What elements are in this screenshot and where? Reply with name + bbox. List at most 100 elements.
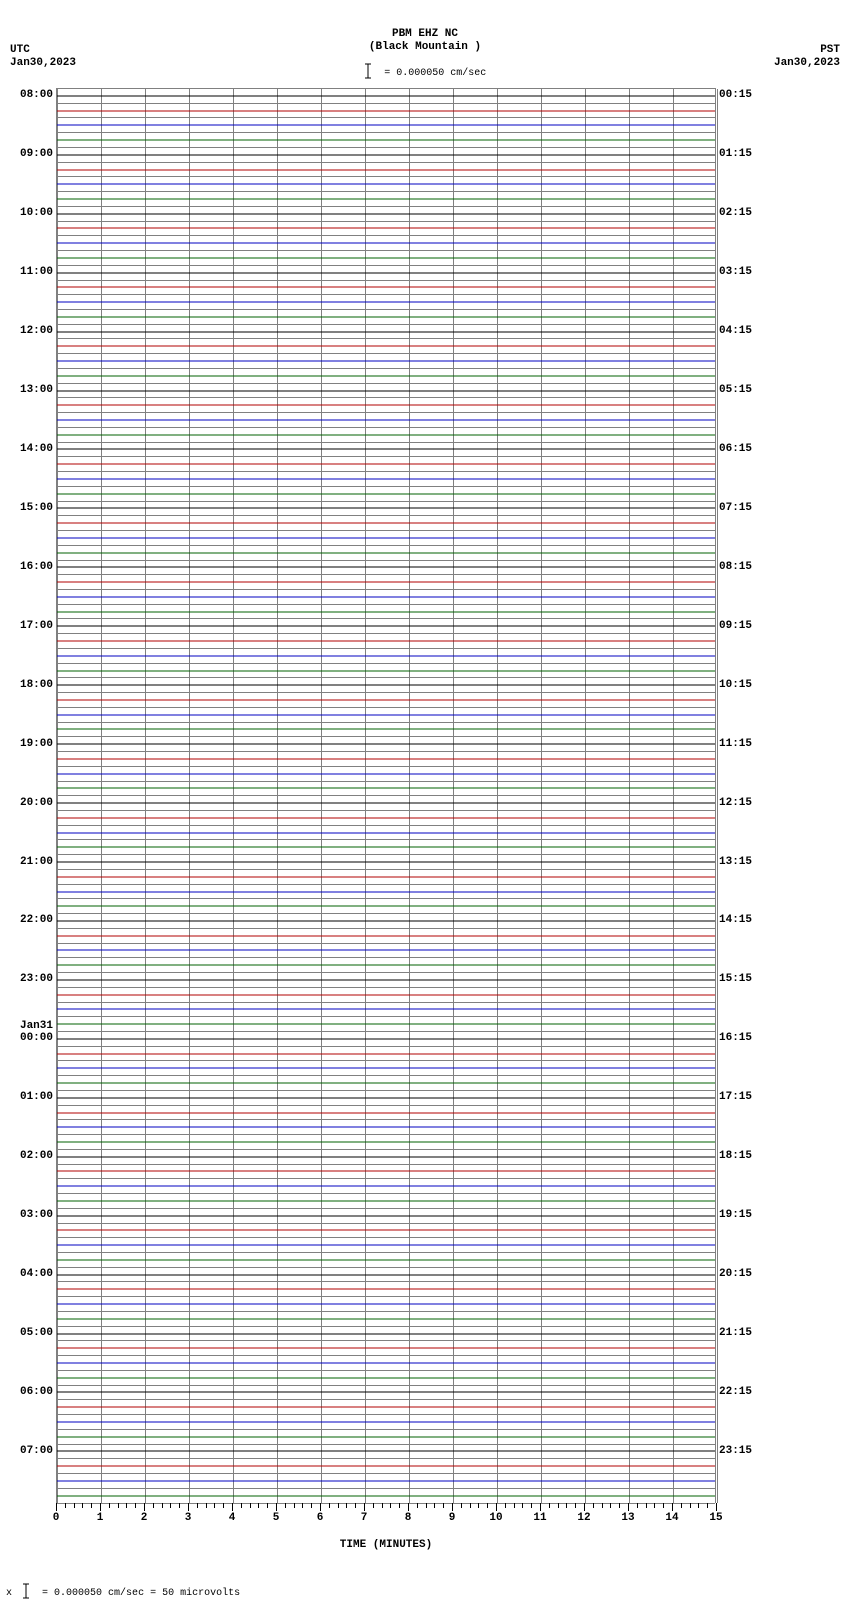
pst-time-label: 17:15 (715, 1091, 752, 1103)
x-tick-minor (267, 1503, 268, 1508)
pst-time-label: 16:15 (715, 1032, 752, 1044)
trace-row (57, 664, 715, 679)
seismic-trace (57, 361, 715, 362)
utc-time-label: 11:00 (20, 266, 57, 278)
seismic-trace (57, 449, 715, 450)
x-tick-minor (505, 1503, 506, 1508)
x-axis-ticks: 0123456789101112131415 (56, 1503, 716, 1517)
trace-row: 19:0011:15 (57, 737, 715, 752)
footer-scale-bar-icon (22, 1583, 30, 1603)
trace-row: 10:0002:15 (57, 207, 715, 222)
trace-row (57, 590, 715, 605)
x-tick-minor (487, 1503, 488, 1508)
seismic-trace (57, 169, 715, 170)
trace-row (57, 428, 715, 443)
trace-row (57, 1312, 715, 1327)
utc-time-label: 06:00 (20, 1386, 57, 1398)
x-tick-minor (82, 1503, 83, 1508)
x-tick-label: 14 (665, 1512, 678, 1524)
trace-row (57, 870, 715, 885)
trace-row (57, 104, 715, 119)
footer-prefix: x (6, 1588, 12, 1599)
trace-row (57, 118, 715, 133)
trace-row (57, 840, 715, 855)
seismic-trace (57, 1186, 715, 1187)
x-tick-minor (302, 1503, 303, 1508)
x-tick-label: 8 (405, 1512, 412, 1524)
pst-time-label: 03:15 (715, 266, 752, 278)
x-tick-minor (355, 1503, 356, 1508)
x-tick-minor (118, 1503, 119, 1508)
x-tick-minor (654, 1503, 655, 1508)
x-tick-minor (619, 1503, 620, 1508)
pst-time-label: 04:15 (715, 325, 752, 337)
trace-row (57, 826, 715, 841)
trace-row (57, 457, 715, 472)
pst-label: PST (820, 44, 840, 56)
utc-time-label: 14:00 (20, 443, 57, 455)
pst-time-label: 09:15 (715, 620, 752, 632)
seismic-trace (57, 537, 715, 538)
seismic-trace (57, 1097, 715, 1098)
seismic-trace (57, 493, 715, 494)
station-title: PBM EHZ NC (0, 28, 850, 41)
seismic-trace (57, 125, 715, 126)
seismic-trace (57, 685, 715, 686)
seismic-trace (57, 1451, 715, 1452)
x-tick-minor (294, 1503, 295, 1508)
x-tick-minor (135, 1503, 136, 1508)
pst-time-label: 13:15 (715, 856, 752, 868)
trace-row (57, 1179, 715, 1194)
trace-row: 09:0001:15 (57, 148, 715, 163)
footer-text: = 0.000050 cm/sec = 50 microvolts (42, 1588, 240, 1599)
x-tick-minor (602, 1503, 603, 1508)
trace-row (57, 693, 715, 708)
trace-row (57, 634, 715, 649)
pst-time-label: 06:15 (715, 443, 752, 455)
trace-row (57, 988, 715, 1003)
x-tick-minor (373, 1503, 374, 1508)
seismic-trace (57, 375, 715, 376)
x-tick-label: 12 (577, 1512, 590, 1524)
pst-time-label: 23:15 (715, 1445, 752, 1457)
utc-time-label: 04:00 (20, 1268, 57, 1280)
seismic-trace (57, 744, 715, 745)
x-tick-major (56, 1503, 57, 1511)
pst-time-label: 08:15 (715, 561, 752, 573)
x-tick-minor (65, 1503, 66, 1508)
x-tick-minor (434, 1503, 435, 1508)
pst-time-label: 14:15 (715, 914, 752, 926)
trace-row (57, 1341, 715, 1356)
x-tick-major (144, 1503, 145, 1511)
seismic-trace (57, 1053, 715, 1054)
trace-row (57, 1017, 715, 1032)
trace-row (57, 1415, 715, 1430)
seismic-trace (57, 243, 715, 244)
pst-time-label: 07:15 (715, 502, 752, 514)
seismic-trace (57, 272, 715, 273)
seismic-trace (57, 95, 715, 96)
seismic-trace (57, 1377, 715, 1378)
x-tick-major (540, 1503, 541, 1511)
utc-time-label: 15:00 (20, 502, 57, 514)
seismic-trace (57, 199, 715, 200)
trace-row (57, 1474, 715, 1489)
trace-row (57, 310, 715, 325)
seismic-trace (57, 1407, 715, 1408)
x-tick-minor (126, 1503, 127, 1508)
x-tick-minor (417, 1503, 418, 1508)
footer-scale: x = 0.000050 cm/sec = 50 microvolts (0, 1583, 240, 1603)
x-tick-label: 10 (489, 1512, 502, 1524)
trace-row (57, 369, 715, 384)
trace-row (57, 339, 715, 354)
x-tick-minor (566, 1503, 567, 1508)
pst-time-label: 21:15 (715, 1327, 752, 1339)
seismic-trace (57, 729, 715, 730)
trace-row (57, 708, 715, 723)
seismic-trace (57, 1495, 715, 1496)
utc-time-label: 00:00 (20, 1032, 57, 1044)
x-tick-major (716, 1503, 717, 1511)
trace-row: 07:0023:15 (57, 1445, 715, 1460)
utc-time-label: 10:00 (20, 207, 57, 219)
seismic-trace (57, 302, 715, 303)
